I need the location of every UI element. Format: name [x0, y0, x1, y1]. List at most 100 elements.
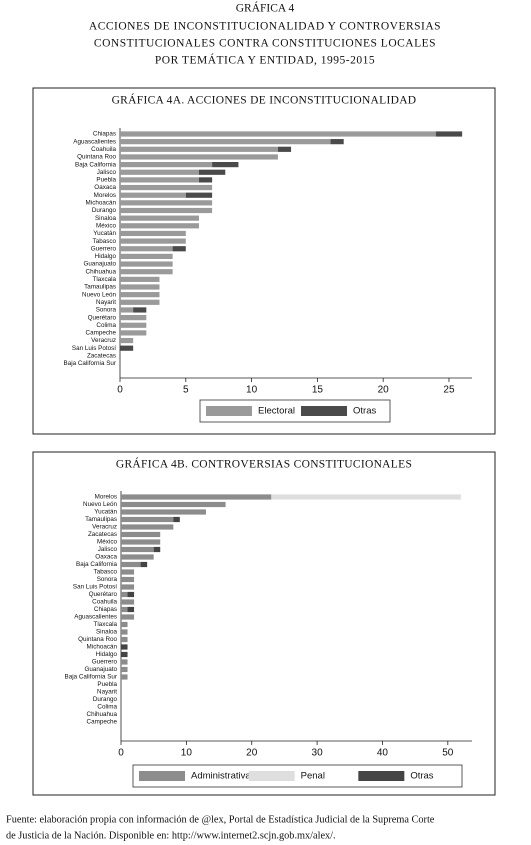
legend-label: Administrativa / fiscal	[191, 771, 280, 782]
category-label: Yucatán	[94, 509, 117, 516]
bar-segment	[277, 146, 292, 152]
category-label: Sinaloa	[96, 629, 118, 636]
bar-segment	[121, 554, 154, 560]
category-label: Yucatán	[93, 230, 116, 237]
legend-label: Otras	[410, 771, 433, 782]
category-label: Zacatecas	[88, 531, 117, 538]
bar-segment	[121, 629, 128, 635]
bar-segment	[173, 516, 180, 523]
bar-segment	[198, 177, 213, 183]
legend-swatch	[139, 771, 185, 781]
bar-segment	[120, 230, 186, 237]
bar-segment	[121, 561, 141, 568]
bar-segment	[120, 315, 147, 321]
bar-segment	[121, 539, 161, 545]
category-label: Tlaxcala	[93, 276, 117, 283]
bar-segment	[120, 307, 134, 313]
footer-line: de Justicia de la Nación. Disponible en:…	[6, 830, 336, 841]
bar-segment	[121, 494, 272, 500]
category-label: San Luis Potosí	[73, 584, 117, 591]
chart-title: GRÁFICA 4A. ACCIONES DE INCONSTITUCIONAL…	[112, 93, 417, 107]
category-label: Oaxaca	[95, 554, 117, 561]
category-label: Oaxaca	[94, 184, 116, 191]
category-label: Guerrero	[91, 245, 117, 252]
category-label: Michoacán	[86, 200, 117, 207]
bar-segment	[120, 337, 134, 344]
x-tick-label: 15	[312, 385, 324, 396]
category-label: Durango	[92, 207, 117, 214]
bar-segment	[121, 591, 128, 598]
category-label: Campeche	[86, 330, 117, 337]
category-label: Baja California Sur	[64, 360, 117, 367]
category-label: Quintana Roo	[78, 636, 117, 643]
category-label: Tlaxcala	[94, 621, 118, 628]
category-label: México	[97, 539, 117, 546]
bar-segment	[121, 644, 128, 650]
bar-segment	[127, 591, 135, 598]
category-label: Tabasco	[94, 569, 118, 576]
category-label: San Luis Potosí	[72, 345, 116, 352]
chart-frame	[32, 87, 496, 435]
bar-segment	[120, 238, 186, 244]
category-label: México	[96, 222, 116, 229]
bar-segment	[121, 651, 128, 658]
category-label: Coahuila	[92, 599, 117, 606]
bar-segment	[120, 330, 147, 336]
chart-frame	[32, 451, 496, 796]
bar-segment	[121, 576, 135, 583]
category-label: Sonora	[96, 307, 117, 314]
bar-segment	[212, 162, 239, 168]
bar-segment	[120, 146, 278, 152]
bar-segment	[120, 276, 160, 282]
legend-label: Otras	[353, 406, 376, 417]
x-tick-label: 50	[442, 748, 454, 759]
category-label: Puebla	[96, 177, 116, 184]
legend-swatch	[301, 406, 347, 416]
legend-label: Electoral	[258, 406, 295, 417]
category-label: Colima	[97, 704, 117, 711]
category-label: Querétaro	[89, 591, 118, 598]
bar-segment	[120, 292, 160, 298]
category-label: Coahuila	[91, 146, 116, 153]
category-label: Colima	[96, 322, 116, 329]
category-label: Jalisco	[98, 546, 118, 553]
x-tick-label: 40	[377, 748, 389, 759]
bar-segment	[121, 666, 128, 673]
legend-box	[132, 764, 463, 788]
bar-segment	[127, 606, 135, 613]
bar-segment	[121, 569, 135, 575]
category-label: Chihuahua	[87, 711, 118, 718]
category-label: Sinaloa	[95, 215, 117, 222]
bar-segment	[120, 200, 213, 206]
bar-segment	[120, 177, 199, 183]
bar-segment	[120, 253, 173, 259]
bar-segment	[120, 261, 173, 267]
bar-segment	[140, 561, 148, 568]
category-label: Quintana Roo	[77, 154, 116, 161]
bar-segment	[121, 636, 128, 643]
x-tick-label: 10	[181, 748, 193, 759]
category-label: Durango	[93, 696, 118, 703]
bar-segment	[271, 494, 461, 500]
category-label: Campeche	[87, 719, 118, 726]
x-tick-label: 20	[378, 385, 390, 396]
bar-segment	[120, 131, 436, 137]
bar-segment	[121, 674, 128, 680]
bar-segment	[120, 284, 160, 290]
category-label: Guerrero	[92, 659, 118, 666]
category-label: Guanajuato	[84, 666, 117, 673]
category-label: Tamaulipas	[84, 284, 116, 291]
category-label: Chihuahua	[86, 268, 117, 275]
bar-segment	[121, 531, 161, 538]
x-tick-label: 0	[118, 748, 124, 759]
bar-segment	[120, 207, 213, 214]
bar-segment	[120, 215, 199, 221]
header-line: CONSTITUCIONALES CONTRA CONSTITUCIONES L…	[94, 38, 436, 50]
category-label: Hidalgo	[96, 651, 118, 658]
category-label: Puebla	[97, 681, 117, 688]
category-label: Tamaulipas	[85, 516, 117, 523]
category-label: Aguascalientes	[73, 138, 116, 145]
bar-segment	[172, 246, 186, 252]
bar-segment	[330, 139, 344, 145]
